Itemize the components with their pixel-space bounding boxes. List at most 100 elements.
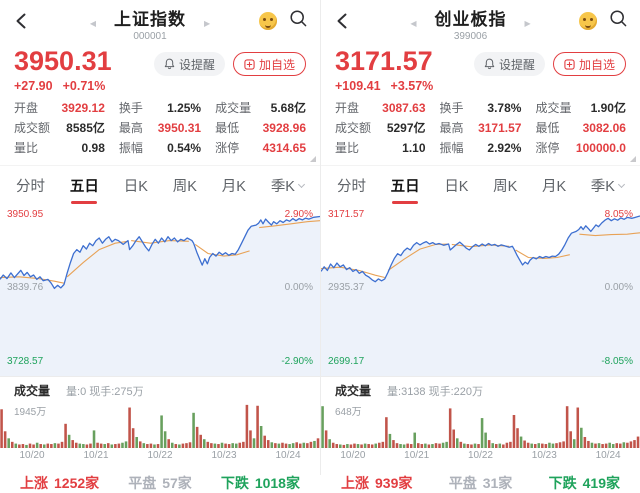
action-buttons: 设提醒 加自选 — [473, 52, 626, 76]
index-code: 399006 — [453, 31, 488, 42]
add-watchlist-button[interactable]: 加自选 — [232, 52, 306, 76]
price-block: 3950.31 +27.90 +0.71% — [14, 47, 112, 94]
volume-bars-svg — [321, 406, 640, 449]
add-box-icon — [244, 58, 255, 70]
set-alert-label: 设提醒 — [178, 57, 215, 72]
stat-volume-ratio: 量比 0.98 — [14, 141, 105, 156]
price-line-svg — [321, 215, 640, 377]
advancers: 上涨 939家 — [341, 475, 413, 492]
search-icon[interactable] — [609, 9, 628, 33]
tab-day-k[interactable]: 日K — [444, 179, 469, 196]
tab-week-k[interactable]: 周K — [493, 179, 518, 196]
volume-max-label: 648万 — [335, 407, 362, 419]
add-watchlist-label: 加自选 — [258, 57, 295, 72]
market-breadth: 上涨 1252家 平盘 57家 下跌 1018家 — [0, 464, 320, 493]
stat-amount: 成交额 5297亿 — [335, 121, 426, 136]
decliners: 下跌 419家 — [548, 475, 620, 492]
date-tick: 10/24 — [275, 450, 301, 462]
tab-five-day[interactable]: 五日 — [70, 175, 99, 196]
volume-title: 成交量 — [14, 384, 51, 399]
volume-chart[interactable]: 1945万 — [0, 402, 320, 449]
axis-mid-price: 3839.76 — [7, 282, 44, 294]
stat-high: 最高 3950.31 — [118, 121, 202, 136]
volume-title: 成交量 — [335, 384, 372, 399]
quote-section: 3171.57 +109.41 +3.57% 设提醒 加自选 — [321, 42, 640, 95]
index-code: 000001 — [133, 31, 167, 42]
stat-open: 开盘 3929.12 — [14, 101, 105, 116]
five-day-price-chart[interactable]: 3171.57 8.05% 2935.37 0.00% 2699.17 -8.0… — [321, 206, 640, 377]
volume-meta: 量:0 现手:275万 — [66, 385, 144, 398]
stat-volume: 成交量 5.68亿 — [215, 101, 306, 116]
mascot-emoji-icon[interactable] — [259, 12, 277, 30]
tab-quarter-k[interactable]: 季K — [271, 175, 306, 196]
mascot-emoji-icon[interactable] — [579, 12, 597, 30]
current-price: 3171.57 — [335, 46, 433, 76]
volume-meta: 量:3138 现手:220万 — [387, 385, 484, 398]
add-watchlist-label: 加自选 — [578, 57, 615, 72]
stat-high: 最高 3171.57 — [439, 121, 522, 136]
page-title: 创业板指 — [434, 10, 507, 29]
tab-day-k[interactable]: 日K — [123, 179, 148, 196]
price-line-svg — [0, 216, 320, 377]
nav-bar: ◀ 创业板指 399006 ▶ — [321, 0, 640, 42]
stats-expand-handle-icon[interactable] — [630, 156, 636, 163]
page-title: 上证指数 — [114, 10, 186, 29]
stat-open: 开盘 3087.63 — [335, 101, 426, 116]
axis-high-percent: 8.05% — [604, 209, 633, 221]
set-alert-button[interactable]: 设提醒 — [473, 52, 545, 76]
index-title-block: 上证指数 000001 — [110, 5, 190, 42]
tab-month-k[interactable]: 月K — [221, 179, 246, 196]
tab-minute[interactable]: 分时 — [16, 179, 45, 196]
tab-month-k[interactable]: 月K — [541, 179, 567, 196]
prev-index-icon[interactable]: ◀ — [89, 18, 96, 28]
date-tick: 10/20 — [340, 450, 366, 462]
back-chevron-icon[interactable] — [12, 10, 34, 32]
advancers: 上涨 1252家 — [20, 475, 100, 492]
stat-low: 最低 3928.96 — [215, 121, 306, 136]
chevron-down-icon — [617, 180, 626, 188]
stats-grid: 开盘 3929.12 换手 1.25% 成交量 5.68亿 成交额 8585亿 最高 39… — [0, 95, 320, 167]
back-chevron-icon[interactable] — [333, 10, 355, 32]
date-tick: 10/23 — [531, 450, 557, 462]
stats-expand-handle-icon[interactable] — [310, 156, 316, 163]
stock-app: ◀ 上证指数 000001 ▶ 3950.31 +27.90 +0.71% — [0, 0, 640, 475]
volume-chart[interactable]: 648万 — [321, 402, 640, 449]
axis-mid-percent: 0.00% — [284, 282, 313, 294]
stat-limit-up: 涨停 100000.0 — [535, 141, 626, 156]
axis-high-price: 3171.57 — [328, 209, 365, 221]
chevron-down-icon — [297, 180, 306, 188]
tab-five-day[interactable]: 五日 — [391, 175, 420, 196]
axis-high-percent: 2.90% — [284, 209, 313, 221]
decliners: 下跌 1018家 — [220, 475, 300, 492]
date-tick: 10/23 — [211, 450, 237, 462]
price-block: 3171.57 +109.41 +3.57% — [335, 46, 433, 94]
stat-amplitude: 振幅 0.54% — [118, 141, 202, 156]
tab-week-k[interactable]: 周K — [172, 179, 197, 196]
unchanged: 平盘 57家 — [128, 475, 192, 492]
add-watchlist-button[interactable]: 加自选 — [552, 52, 626, 76]
change-percent: +0.71% — [62, 79, 106, 94]
search-icon[interactable] — [289, 9, 308, 33]
unchanged: 平盘 31家 — [448, 475, 513, 492]
stat-amplitude: 振幅 2.92% — [439, 141, 522, 156]
five-day-price-chart[interactable]: 3950.95 2.90% 3839.76 0.00% 3728.57 -2.9… — [0, 206, 320, 377]
quote-section: 3950.31 +27.90 +0.71% 设提醒 加自选 — [0, 42, 320, 95]
axis-low-price: 3728.57 — [7, 356, 44, 368]
axis-low-price: 2699.17 — [328, 356, 365, 368]
price-change: +109.41 +3.57% — [335, 79, 433, 93]
date-tick: 10/22 — [467, 450, 493, 462]
next-index-icon[interactable]: ▶ — [524, 18, 531, 28]
date-tick: 10/21 — [404, 450, 430, 462]
tab-quarter-k[interactable]: 季K — [591, 175, 626, 196]
date-tick: 10/20 — [19, 450, 45, 462]
stat-turnover-rate: 换手 1.25% — [118, 101, 202, 116]
set-alert-button[interactable]: 设提醒 — [153, 52, 225, 76]
prev-index-icon[interactable]: ◀ — [410, 18, 417, 28]
nav-right-group — [579, 9, 628, 33]
panel-shanghai-index: ◀ 上证指数 000001 ▶ 3950.31 +27.90 +0.71% — [0, 0, 320, 491]
period-tabs: 分时 五日 日K 周K 月K 季K — [321, 166, 640, 206]
stat-volume: 成交量 1.90亿 — [535, 101, 626, 116]
bell-icon — [164, 58, 175, 70]
next-index-icon[interactable]: ▶ — [204, 18, 211, 28]
tab-minute[interactable]: 分时 — [337, 179, 366, 196]
